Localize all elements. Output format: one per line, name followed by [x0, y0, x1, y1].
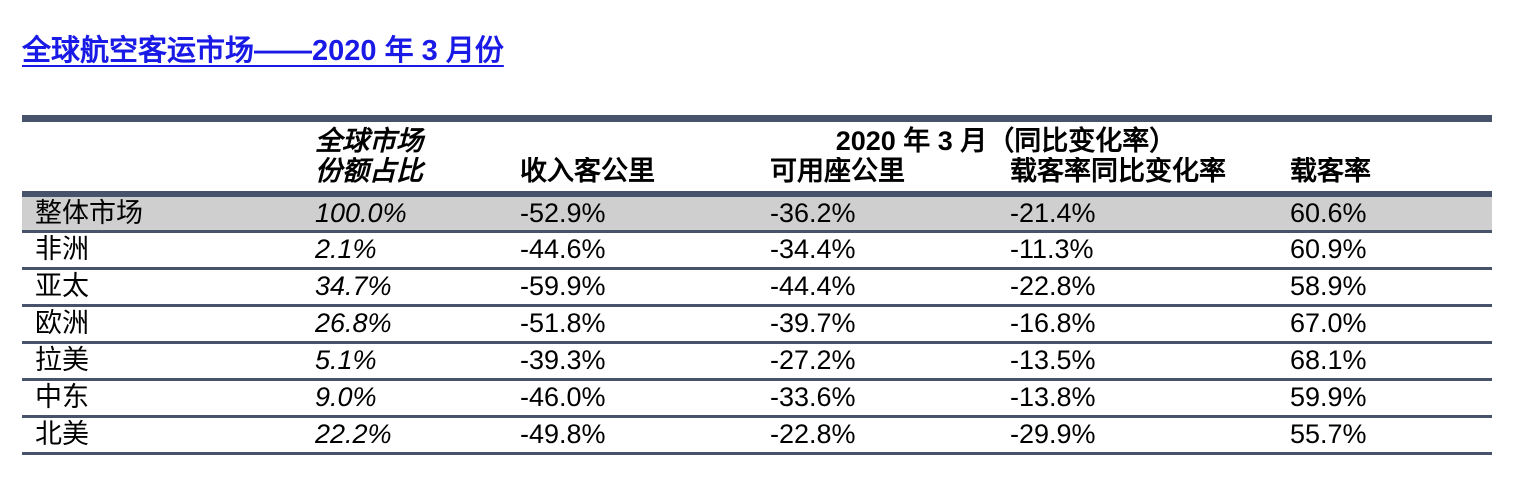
plf-cell: 55.7%	[1290, 419, 1367, 450]
share-header-line1: 全球市场	[315, 126, 423, 156]
plf-cell: 67.0%	[1290, 308, 1367, 339]
table-row-middle-east: 中东 9.0% -46.0% -33.6% -13.8% 59.9%	[22, 379, 1493, 417]
region-cell: 非洲	[35, 234, 89, 265]
table-header: 全球市场 2020 年 3 月（同比变化率） 份额占比 收入客公里 可用座公里 …	[22, 119, 1493, 195]
air-passenger-market-table: 全球市场 2020 年 3 月（同比变化率） 份额占比 收入客公里 可用座公里 …	[22, 115, 1493, 455]
rpk-cell: -49.8%	[520, 419, 606, 450]
share-cell: 100.0%	[315, 197, 407, 228]
share-cell: 5.1%	[315, 345, 377, 376]
ask-cell: -33.6%	[770, 382, 856, 413]
share-cell: 9.0%	[315, 382, 377, 413]
ask-cell: -34.4%	[770, 234, 856, 265]
empty-header-cell	[22, 119, 315, 157]
ask-cell: -27.2%	[770, 345, 856, 376]
rpk-cell: -46.0%	[520, 382, 606, 413]
share-cell: 2.1%	[315, 234, 377, 265]
empty-header-cell	[22, 157, 315, 195]
table-row-north-america: 北美 22.2% -49.8% -22.8% -29.9% 55.7%	[22, 416, 1492, 453]
plf-cell: 60.6%	[1290, 197, 1367, 228]
page-title: 全球航空客运市场——2020 年 3 月份	[22, 35, 504, 67]
header-row-columns: 份额占比 收入客公里 可用座公里 载客率同比变化率 载客率	[22, 156, 1493, 195]
region-cell: 拉美	[35, 345, 89, 376]
ask-cell: -36.2%	[770, 197, 856, 228]
header-row-group: 全球市场 2020 年 3 月（同比变化率）	[22, 119, 1492, 157]
table-row-latin-america: 拉美 5.1% -39.3% -27.2% -13.5% 68.1%	[22, 342, 1493, 380]
plf-change-cell: -13.5%	[1010, 345, 1096, 376]
rpk-cell: -59.9%	[520, 271, 606, 302]
rpk-cell: -39.3%	[520, 345, 606, 376]
table-body: 整体市场 100.0% -52.9% -36.2% -21.4% 60.6% 非…	[22, 194, 1493, 453]
plf-cell: 59.9%	[1290, 382, 1367, 413]
share-cell: 26.8%	[315, 308, 392, 339]
share-cell: 34.7%	[315, 271, 392, 302]
ask-cell: -44.4%	[770, 271, 856, 302]
plf-cell: 68.1%	[1290, 345, 1367, 376]
plf-change-cell: -13.8%	[1010, 382, 1096, 413]
ask-header: 可用座公里	[770, 156, 905, 186]
share-cell: 22.2%	[315, 419, 392, 450]
region-cell: 欧洲	[35, 308, 89, 339]
table-row-africa: 非洲 2.1% -44.6% -34.4% -11.3% 60.9%	[22, 231, 1493, 269]
plf-change-header: 载客率同比变化率	[1010, 156, 1226, 186]
rpk-cell: -52.9%	[520, 197, 606, 228]
table-row-overall: 整体市场 100.0% -52.9% -36.2% -21.4% 60.6%	[22, 194, 1493, 232]
plf-cell: 60.9%	[1290, 234, 1367, 265]
plf-header: 载客率	[1290, 156, 1371, 186]
rpk-header: 收入客公里	[520, 156, 655, 186]
rpk-cell: -51.8%	[520, 308, 606, 339]
plf-change-cell: -29.9%	[1010, 419, 1096, 450]
rpk-cell: -44.6%	[520, 234, 606, 265]
plf-change-cell: -11.3%	[1010, 234, 1094, 265]
plf-change-cell: -16.8%	[1010, 308, 1096, 339]
table-row-europe: 欧洲 26.8% -51.8% -39.7% -16.8% 67.0%	[22, 305, 1493, 343]
region-cell: 北美	[35, 419, 89, 450]
table-row-asia-pacific: 亚太 34.7% -59.9% -44.4% -22.8% 58.9%	[22, 268, 1493, 306]
ask-cell: -39.7%	[770, 308, 856, 339]
period-group-header: 2020 年 3 月（同比变化率）	[835, 126, 1177, 156]
plf-change-cell: -21.4%	[1010, 197, 1096, 228]
plf-change-cell: -22.8%	[1010, 271, 1096, 302]
ask-cell: -22.8%	[770, 419, 856, 450]
region-cell: 中东	[35, 382, 89, 413]
share-header-line2: 份额占比	[315, 156, 423, 186]
region-cell: 整体市场	[35, 197, 143, 228]
plf-cell: 58.9%	[1290, 271, 1367, 302]
region-cell: 亚太	[35, 271, 89, 302]
